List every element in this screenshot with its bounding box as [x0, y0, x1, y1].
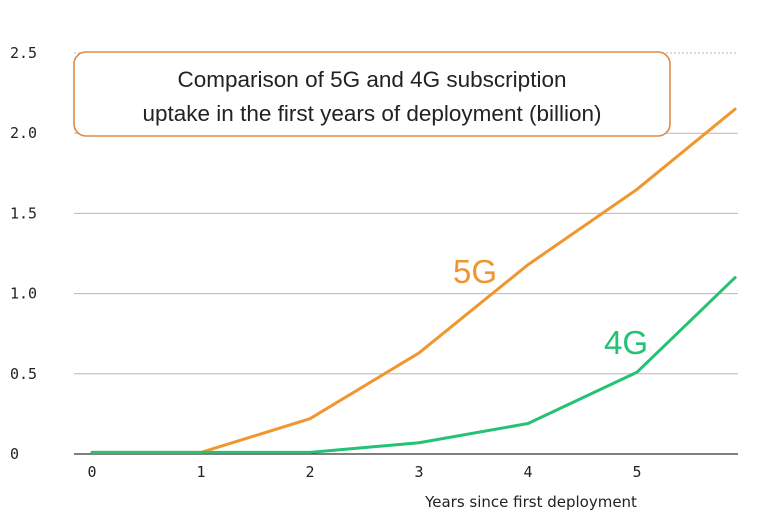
y-tick-label: 0.5	[10, 365, 37, 383]
x-tick-labels: 0 1 2 3 4 5	[87, 463, 641, 481]
x-tick-label: 1	[196, 463, 205, 481]
x-tick-label: 0	[87, 463, 96, 481]
y-tick-label: 1.0	[10, 285, 37, 303]
y-tick-label: 0	[10, 445, 19, 463]
series-label-4g: 4G	[604, 324, 648, 361]
x-axis-label: Years since first deployment	[424, 493, 637, 511]
x-tick-label: 2	[305, 463, 314, 481]
y-tick-labels: 0 0.5 1.0 1.5 2.0 2.5	[10, 44, 37, 463]
series-label-5g: 5G	[453, 253, 497, 290]
y-tick-label: 2.5	[10, 44, 37, 62]
y-tick-label: 1.5	[10, 204, 37, 222]
series-line-5g	[90, 107, 737, 454]
series-lines	[90, 107, 737, 454]
chart-title-line-1: Comparison of 5G and 4G subscription	[178, 67, 567, 92]
x-tick-label: 3	[414, 463, 423, 481]
title-box	[73, 51, 671, 137]
x-tick-label: 5	[632, 463, 641, 481]
x-tick-label: 4	[523, 463, 532, 481]
series-line-4g	[90, 276, 737, 454]
y-tick-label: 2.0	[10, 124, 37, 142]
chart-title-line-2: uptake in the first years of deployment …	[143, 101, 602, 126]
series-labels: 5G 4G	[453, 253, 648, 361]
